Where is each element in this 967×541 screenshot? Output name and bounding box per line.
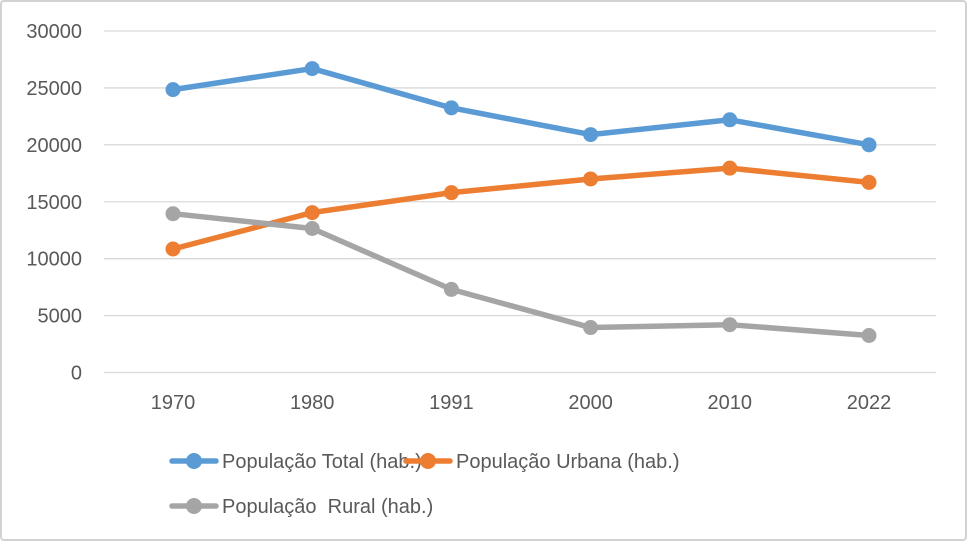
data-point-marker	[861, 174, 877, 190]
legend-item-0: População Total (hab.)	[169, 451, 422, 473]
y-gridlines	[104, 30, 936, 374]
data-point-marker	[722, 317, 738, 333]
data-point-marker	[443, 281, 459, 297]
data-point-marker	[583, 171, 599, 187]
y-tick-label: 0	[71, 363, 82, 385]
data-point-marker	[722, 160, 738, 176]
data-point-marker	[165, 241, 181, 257]
data-point-marker	[583, 127, 599, 143]
y-axis-labels: 0 5000 10000 15000 20000 25000 30000	[26, 21, 82, 385]
y-tick-label: 10000	[26, 249, 82, 271]
x-tick-label: 2022	[847, 392, 892, 414]
legend-item-2: População Rural (hab.)	[169, 496, 433, 518]
data-point-marker	[861, 328, 877, 344]
chart-legend: População Total (hab.) População Urbana (…	[169, 451, 679, 518]
data-point-marker	[165, 82, 181, 98]
series-1	[165, 160, 877, 257]
series-line	[170, 165, 872, 252]
series-0	[165, 61, 877, 153]
data-point-marker	[861, 137, 877, 153]
x-tick-label: 1970	[151, 392, 196, 414]
x-axis-labels: 1970 1980 1991 2000 2010 2022	[151, 392, 892, 414]
y-tick-label: 25000	[26, 78, 82, 100]
data-point-marker	[304, 205, 320, 221]
data-point-marker	[443, 100, 459, 116]
series-line	[170, 210, 872, 339]
y-tick-label: 30000	[26, 21, 82, 43]
data-point-marker	[304, 61, 320, 77]
data-point-marker	[443, 185, 459, 201]
y-tick-label: 5000	[38, 306, 83, 328]
legend-marker-icon	[186, 453, 202, 469]
x-tick-label: 2010	[708, 392, 753, 414]
legend-label: População Total (hab.)	[222, 451, 422, 473]
series-2	[165, 206, 877, 344]
x-tick-label: 2000	[568, 392, 613, 414]
legend-marker-icon	[420, 453, 436, 469]
x-tick-label: 1980	[290, 392, 335, 414]
data-point-marker	[722, 112, 738, 128]
data-point-marker	[165, 206, 181, 222]
y-tick-label: 20000	[26, 135, 82, 157]
legend-label: População Urbana (hab.)	[456, 451, 679, 473]
y-tick-label: 15000	[26, 192, 82, 214]
legend-label: População Rural (hab.)	[222, 496, 433, 518]
x-tick-label: 1991	[429, 392, 474, 414]
series-lines	[165, 61, 877, 344]
data-point-marker	[304, 221, 320, 237]
data-point-marker	[583, 320, 599, 336]
series-line	[170, 65, 872, 148]
legend-item-1: População Urbana (hab.)	[403, 451, 679, 473]
legend-marker-icon	[186, 498, 202, 514]
